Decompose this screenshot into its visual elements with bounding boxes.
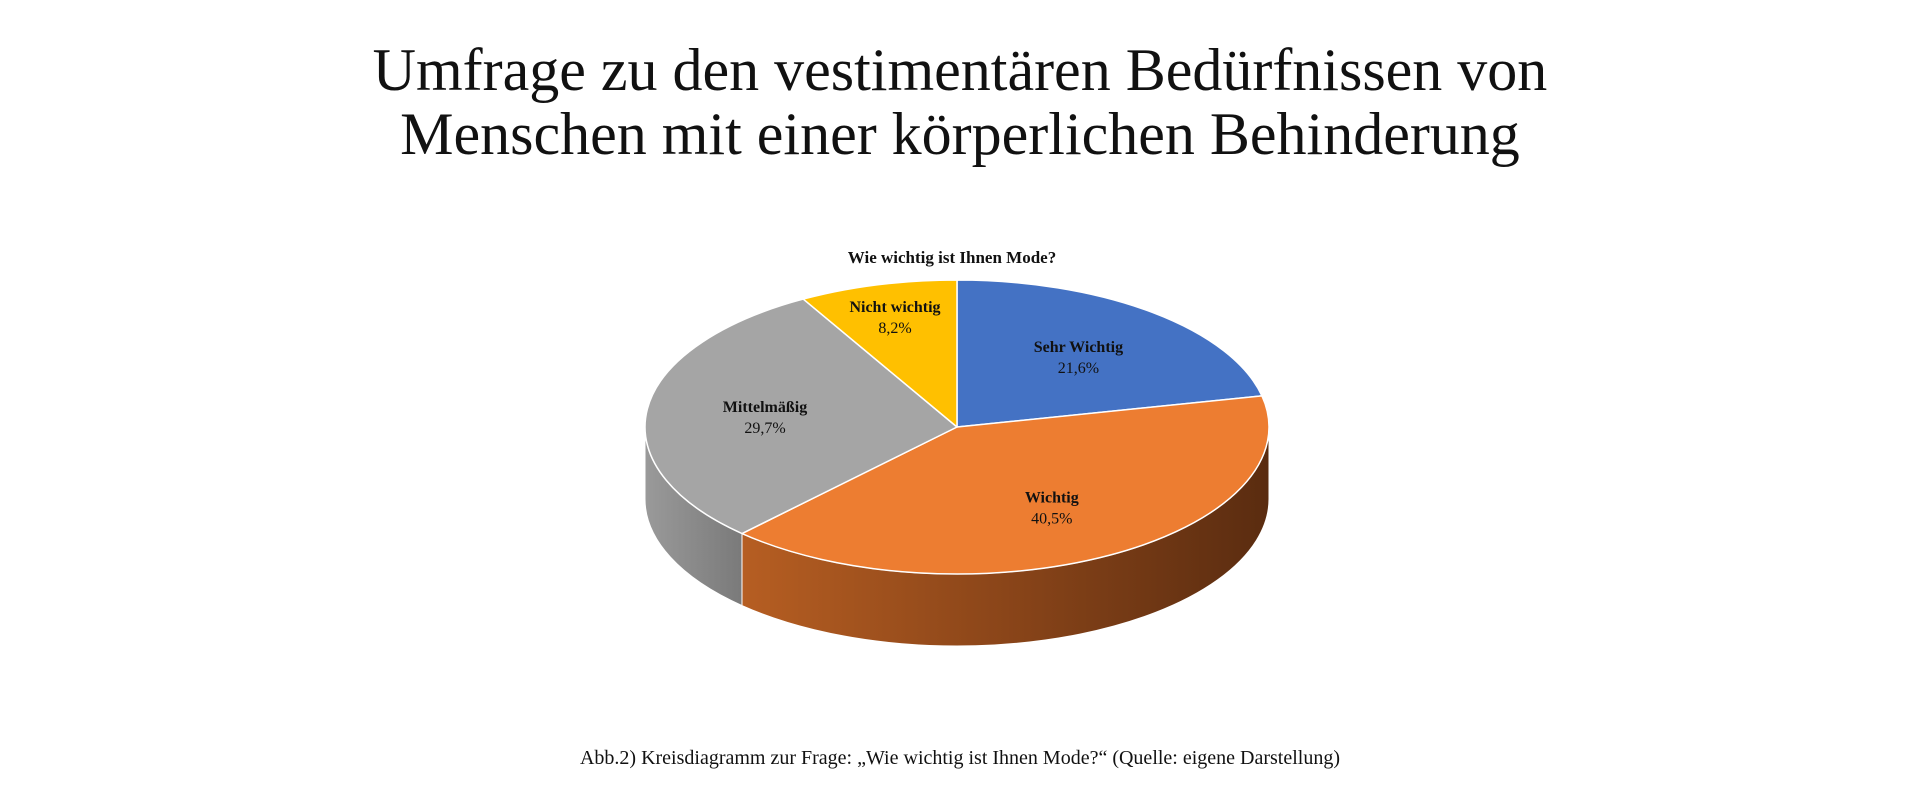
pie-tops <box>644 279 1270 575</box>
slice-value-mittelmaessig: 29,7% <box>744 420 785 437</box>
page-title: Umfrage zu den vestimentären Bedürfnisse… <box>0 38 1920 166</box>
slice-label-sehr-wichtig: Sehr Wichtig <box>1034 339 1123 356</box>
pie-labels: Sehr Wichtig 21,6% Wichtig 40,5% Mittelmäßig… <box>723 299 1123 527</box>
slice-label-wichtig: Wichtig <box>1025 489 1079 506</box>
slice-label-mittelmaessig: Mittelmäßig <box>723 399 807 416</box>
page-title-line-2: Menschen mit einer körperlichen Behinder… <box>400 101 1520 167</box>
pie-slice-nicht-wichtig <box>802 279 958 428</box>
page-title-line-1: Umfrage zu den vestimentären Bedürfnisse… <box>372 37 1548 103</box>
pie-slice-mittelmaessig <box>644 298 958 535</box>
pie-slice-wichtig <box>741 395 1270 575</box>
slice-label-nicht-wichtig: Nicht wichtig <box>849 299 940 316</box>
slice-value-wichtig: 40,5% <box>1031 510 1072 527</box>
figure-caption: Abb.2) Kreisdiagramm zur Frage: „Wie wic… <box>579 747 1341 769</box>
pie-slice-sehr-wichtig <box>956 279 1263 428</box>
chart-title: Wie wichtig ist Ihnen Mode? <box>848 248 1056 267</box>
slice-value-nicht-wichtig: 8,2% <box>878 320 911 337</box>
slice-value-sehr-wichtig: 21,6% <box>1058 360 1099 377</box>
